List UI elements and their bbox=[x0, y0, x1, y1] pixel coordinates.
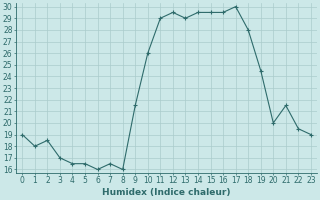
X-axis label: Humidex (Indice chaleur): Humidex (Indice chaleur) bbox=[102, 188, 231, 197]
